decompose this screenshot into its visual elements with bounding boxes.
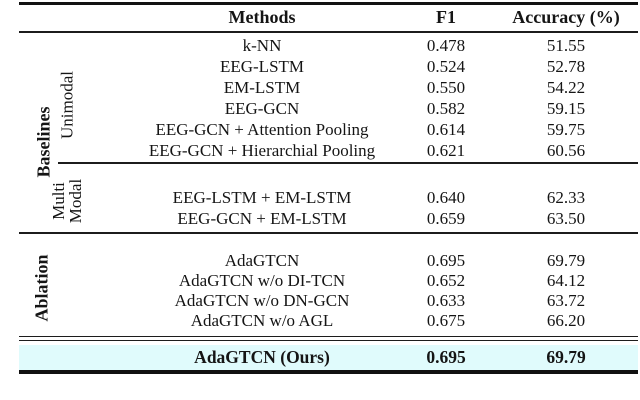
highlighted-result-row: AdaGTCN (Ours) 0.695 69.79 (19, 344, 638, 370)
table-row: EEG-GCN + Attention Pooling 0.614 59.75 (0, 119, 640, 140)
method-cell: EEG-GCN + Attention Pooling (155, 120, 369, 139)
header-methods: Methods (228, 7, 296, 27)
method-cell: AdaGTCN (224, 250, 300, 270)
table-rule-baselines-ablation (19, 232, 638, 234)
method-cell: AdaGTCN w/o AGL (190, 310, 334, 330)
method-cell: k-NN (242, 36, 282, 55)
table-row: EEG-LSTM 0.524 52.78 (0, 56, 640, 77)
header-accuracy: Accuracy (%) (512, 7, 620, 27)
table-row: EM-LSTM 0.550 54.22 (0, 77, 640, 98)
f1-cell: 0.582 (426, 99, 466, 118)
table-row: EEG-GCN + Hierarchial Pooling 0.621 60.5… (0, 140, 640, 161)
method-cell: EEG-GCN + Hierarchial Pooling (148, 141, 376, 160)
f1-cell: 0.675 (426, 310, 466, 330)
accuracy-cell: 59.75 (546, 120, 586, 139)
accuracy-cell: 51.55 (546, 36, 586, 55)
accuracy-cell: 66.20 (546, 310, 586, 330)
method-cell: EEG-GCN (224, 99, 300, 118)
header-f1: F1 (436, 7, 456, 27)
accuracy-cell: 69.79 (546, 250, 586, 270)
f1-cell: 0.695 (426, 346, 466, 367)
method-cell: EEG-LSTM + EM-LSTM (172, 188, 352, 207)
accuracy-cell: 63.50 (546, 209, 586, 228)
method-cell: AdaGTCN w/o DI-TCN (178, 270, 346, 290)
table-rule-unimodal-multimodal (58, 162, 638, 164)
accuracy-cell: 54.22 (546, 78, 586, 97)
accuracy-cell: 63.72 (546, 290, 586, 310)
f1-cell: 0.524 (426, 57, 466, 76)
accuracy-cell: 62.33 (546, 188, 586, 207)
accuracy-cell: 69.79 (546, 346, 586, 367)
f1-cell: 0.633 (426, 290, 466, 310)
method-cell: EEG-GCN + EM-LSTM (177, 209, 347, 228)
f1-cell: 0.614 (426, 120, 466, 139)
method-cell: AdaGTCN (Ours) (194, 346, 330, 367)
accuracy-cell: 64.12 (546, 270, 586, 290)
f1-cell: 0.640 (426, 188, 466, 207)
table-row: k-NN 0.478 51.55 (0, 35, 640, 56)
table-row: AdaGTCN w/o DI-TCN 0.652 64.12 (0, 270, 640, 290)
table-row: AdaGTCN w/o DN-GCN 0.633 63.72 (0, 290, 640, 310)
table-rule-double-lower (19, 339, 638, 341)
table-row: EEG-LSTM + EM-LSTM 0.640 62.33 (0, 187, 640, 208)
f1-cell: 0.621 (426, 141, 466, 160)
f1-cell: 0.695 (426, 250, 466, 270)
table-rule-double-upper (19, 335, 638, 337)
f1-cell: 0.550 (426, 78, 466, 97)
table-row: EEG-GCN + EM-LSTM 0.659 63.50 (0, 208, 640, 229)
f1-cell: 0.652 (426, 270, 466, 290)
table-row: AdaGTCN w/o AGL 0.675 66.20 (0, 310, 640, 330)
f1-cell: 0.659 (426, 209, 466, 228)
table-rule-header (19, 31, 638, 33)
f1-cell: 0.478 (426, 36, 466, 55)
accuracy-cell: 59.15 (546, 99, 586, 118)
table-rule-bottom (19, 370, 638, 374)
table-row: EEG-GCN 0.582 59.15 (0, 98, 640, 119)
method-cell: AdaGTCN w/o DN-GCN (174, 290, 350, 310)
table-header-row: Methods F1 Accuracy (%) (0, 4, 640, 30)
accuracy-cell: 52.78 (546, 57, 586, 76)
table-rule-top (19, 2, 638, 5)
method-cell: EEG-LSTM (219, 57, 305, 76)
table-row: AdaGTCN 0.695 69.79 (0, 250, 640, 270)
method-cell: EM-LSTM (223, 78, 301, 97)
accuracy-cell: 60.56 (546, 141, 586, 160)
